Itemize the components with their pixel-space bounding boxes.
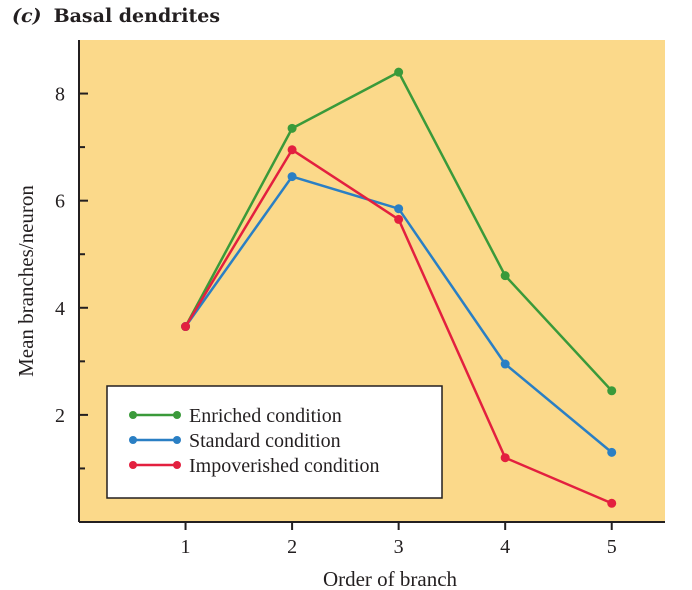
- legend-swatch-dot: [129, 461, 137, 469]
- chart-title-text: Basal dendrites: [54, 5, 220, 27]
- legend-box: [106, 385, 443, 499]
- legend-label: Enriched condition: [189, 405, 342, 427]
- data-point: [394, 214, 404, 224]
- x-tick-label: 5: [607, 536, 617, 558]
- chart-title-prefix: (c): [12, 5, 42, 27]
- y-tick-label: 8: [55, 84, 65, 106]
- data-point: [394, 67, 404, 77]
- legend-item: Impoverished condition: [129, 455, 380, 477]
- data-point: [287, 145, 297, 155]
- x-tick-label: 4: [500, 536, 510, 558]
- legend-label: Impoverished condition: [189, 455, 380, 477]
- y-tick-label: 2: [55, 405, 65, 427]
- data-point: [287, 172, 297, 182]
- chart-title: (c) Basal dendrites: [12, 5, 220, 27]
- y-tick-label: 4: [55, 298, 65, 320]
- series-layer: [181, 67, 617, 508]
- legend: Enriched condition Standard condition Impo…: [106, 385, 443, 499]
- legend-swatch-dot: [129, 436, 137, 444]
- legend-swatch-dot: [173, 411, 181, 419]
- data-point: [181, 322, 191, 332]
- data-point: [607, 498, 617, 508]
- x-axis-label: Order of branch: [323, 567, 458, 590]
- legend-swatch-dot: [173, 461, 181, 469]
- legend-item: Enriched condition: [129, 405, 342, 427]
- data-point: [607, 447, 617, 457]
- x-tick-label: 1: [181, 536, 191, 558]
- x-tick-label: 2: [287, 536, 297, 558]
- y-axis-label: Mean branches/neuron: [14, 185, 38, 377]
- data-point: [500, 453, 510, 463]
- x-tick-label: 3: [394, 536, 404, 558]
- legend-swatch-dot: [129, 411, 137, 419]
- data-point: [500, 359, 510, 369]
- series-impoverished: [181, 145, 617, 508]
- y-tick-label: 6: [55, 191, 65, 213]
- data-point: [394, 204, 404, 214]
- data-point: [607, 386, 617, 396]
- data-point: [500, 271, 510, 281]
- legend-item: Standard condition: [129, 430, 341, 452]
- legend-swatch-dot: [173, 436, 181, 444]
- axes: 2 4 6 8 1 2 3 4 5: [55, 40, 665, 558]
- data-point: [287, 123, 297, 133]
- legend-label: Standard condition: [189, 430, 341, 452]
